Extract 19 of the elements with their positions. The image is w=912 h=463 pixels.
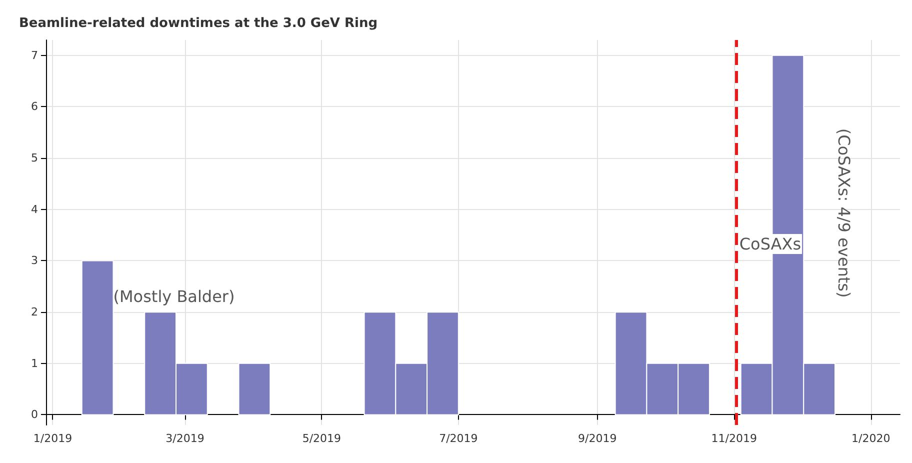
x-tick-label: 1/2019 — [33, 432, 72, 445]
y-tick-label: 4 — [31, 202, 38, 216]
annotation: (CoSAXs: 4/9 events) — [834, 128, 854, 298]
y-tick-label: 0 — [31, 408, 38, 422]
x-tick-label: 11/2019 — [711, 432, 757, 445]
x-tick-label: 5/2019 — [302, 432, 342, 445]
y-tick-label: 7 — [31, 48, 38, 62]
x-tick-label: 1/2020 — [852, 432, 890, 445]
annotation: (Mostly Balder) — [113, 287, 235, 306]
x-tick-label: 9/2019 — [578, 432, 617, 445]
chart-title: Beamline-related downtimes at the 3.0 GeV Ring — [19, 16, 378, 31]
y-tick-label: 1 — [31, 356, 38, 370]
x-tick-label: 3/2019 — [166, 432, 204, 445]
y-tick-label: 2 — [31, 306, 38, 319]
y-tick-label: 3 — [31, 254, 38, 268]
y-tick-label: 6 — [31, 100, 38, 114]
ref-line-label: CoSAXs — [739, 234, 802, 254]
y-tick-label: 5 — [31, 152, 38, 165]
x-tick-label: 7/2019 — [439, 432, 478, 445]
